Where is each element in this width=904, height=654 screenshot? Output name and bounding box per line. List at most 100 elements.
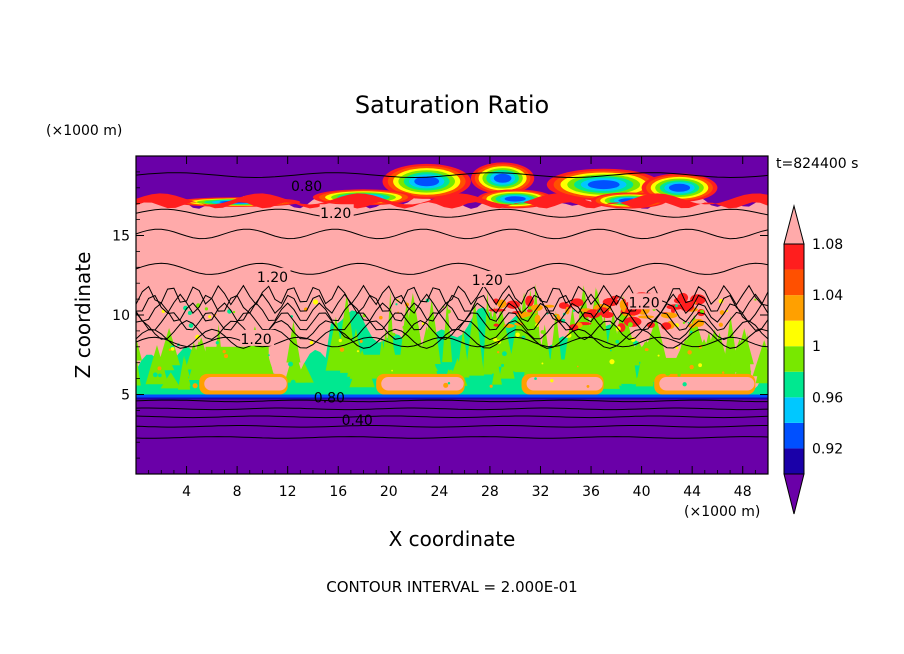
field-region-cloud-block	[350, 354, 427, 379]
field-region-convective-cell	[723, 315, 738, 363]
field-speckle	[550, 379, 554, 383]
field-speckle	[485, 361, 489, 365]
field-speckle	[528, 322, 533, 327]
field-speckle	[165, 341, 169, 345]
field-region-convective-cell	[639, 334, 664, 375]
x-tick-label: 12	[279, 484, 297, 500]
field-speckle	[192, 383, 198, 389]
field-speckle	[312, 299, 319, 305]
contour-label: 0.80	[314, 391, 345, 407]
field-speckle	[208, 315, 212, 319]
field-speckle	[391, 369, 393, 372]
x-tick-label: 28	[481, 484, 499, 500]
field-region-cirrus	[668, 183, 691, 192]
field-speckle	[718, 322, 723, 327]
field-speckle	[687, 321, 690, 324]
field-speckle	[657, 354, 660, 357]
contour-line-lower	[136, 407, 768, 411]
field-region-convective-cell	[182, 370, 191, 387]
field-region-convective-cell	[599, 349, 622, 386]
colorbar-tick-label: 1.08	[812, 237, 843, 253]
field-speckle	[359, 339, 363, 343]
field-region-convective-cell	[284, 348, 305, 383]
chart-title: Saturation Ratio	[355, 91, 549, 119]
colorbar-max-triangle	[783, 204, 805, 245]
contour-label: 1.20	[471, 271, 506, 289]
contour-label-text: 0.80	[314, 391, 345, 407]
x-tick-label: 36	[582, 484, 600, 500]
contour-interval-label: CONTOUR INTERVAL = 2.000E-01	[326, 578, 577, 596]
contour-line-lower	[136, 399, 768, 403]
contour-label-text: 1.20	[257, 270, 288, 286]
x-tick-label: 44	[683, 484, 701, 500]
x-tick-label: 24	[430, 484, 448, 500]
contour-label-text: 0.80	[291, 179, 322, 195]
field-speckle	[173, 368, 178, 373]
colorbar-segment	[784, 320, 804, 347]
field-speckle	[215, 341, 219, 345]
field-speckle	[689, 330, 693, 334]
contour-line-1-20-level	[136, 262, 768, 276]
contour-lines	[136, 172, 768, 439]
field-region-supersaturated-patch	[671, 307, 676, 314]
field-speckle	[188, 323, 194, 328]
field-speckle	[338, 338, 342, 343]
field-speckle	[572, 310, 575, 312]
contour-line-cloud	[136, 284, 768, 306]
field-region-cirrus	[587, 180, 620, 190]
colorbar-segment	[784, 269, 804, 296]
contour-label: 1.20	[628, 293, 663, 311]
field-speckle	[591, 339, 597, 345]
y-unit-label: (×1000 m)	[46, 123, 122, 139]
contour-label-text: 1.20	[472, 273, 503, 289]
colorbar-segment	[784, 244, 804, 270]
field-region-supersaturated-patch	[506, 300, 520, 309]
contour-line-lower	[136, 436, 768, 439]
field-speckle	[447, 365, 453, 371]
colorbar-segment	[784, 397, 804, 423]
colorbar-segment	[784, 371, 804, 398]
colorbar: 0.92 0.96 1 1.04 1.08	[783, 204, 843, 515]
field-speckle	[615, 339, 620, 344]
field-region-supersaturated-patch	[692, 318, 705, 327]
contour-line-lower	[136, 425, 768, 428]
field-speckle	[502, 351, 507, 357]
field-region-convective-cell	[456, 329, 470, 378]
field-speckle	[586, 385, 590, 388]
field-speckle	[157, 366, 162, 371]
field-speckle	[534, 377, 537, 380]
x-axis: 4 8 12 16 20 24 28 32 36 40 44 48	[148, 156, 756, 500]
field-region-cirrus	[493, 173, 512, 183]
contour-line-cloud	[136, 320, 768, 341]
field-region-cirrus	[504, 196, 526, 202]
field-region-convective-cell	[616, 313, 638, 384]
field-speckle	[344, 349, 347, 352]
field-region-cloud-core	[204, 377, 287, 391]
field-region-cloud-block	[660, 357, 731, 379]
field-speckle	[576, 365, 579, 368]
field-speckle	[402, 325, 406, 330]
x-tick-label: 40	[633, 484, 651, 500]
field-speckle	[168, 348, 172, 352]
contour-label: 1.20	[240, 329, 275, 348]
plot-area: 0.80 1.20 1.20 1.20 1.20 1.20 0.80 0.40	[136, 156, 768, 474]
field-region-cloud-core	[381, 377, 464, 391]
field-speckle	[380, 367, 383, 369]
field-region-convective-cell	[465, 300, 485, 376]
field-speckle	[540, 330, 545, 334]
field-region-supersaturated-patch	[503, 323, 515, 328]
time-label: t=824400 s	[776, 156, 858, 172]
field-region-supersaturated-patch	[602, 297, 619, 307]
field-speckle	[665, 370, 671, 376]
field-speckle	[232, 310, 236, 314]
field-speckle	[204, 307, 209, 311]
field-speckle	[675, 346, 679, 350]
field-region-cloud-core	[659, 377, 755, 391]
field-region-convective-cell	[743, 332, 752, 381]
x-tick-label: 8	[233, 484, 242, 500]
field-speckle	[378, 315, 383, 320]
field-speckle	[627, 322, 633, 328]
contour-line-cloud	[136, 311, 768, 331]
contour-line-1-20-mid	[136, 228, 768, 240]
